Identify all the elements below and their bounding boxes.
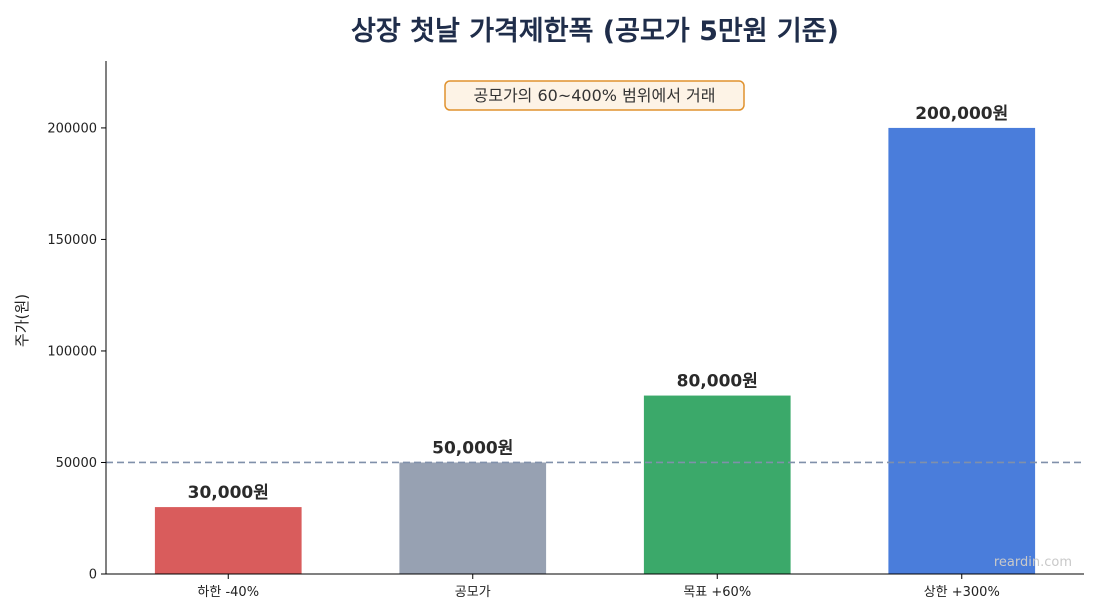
bar [888, 127, 1036, 575]
y-tick-label: 0 [89, 568, 97, 583]
bar [154, 507, 302, 574]
annotation-box [444, 80, 745, 111]
y-tick-label: 200000 [47, 121, 97, 136]
range-annotation: 공모가의 60~400% 범위에서 거래 [444, 80, 745, 111]
y-tick-label: 150000 [47, 233, 97, 248]
x-tick-label: 상한 +300% [924, 585, 1000, 600]
x-tick-label: 공모가 [455, 585, 491, 600]
bar-group [154, 127, 1036, 575]
x-tick-group: 하한 -40% 공모가 목표 +60% 상한 +300% [197, 574, 1000, 600]
bar-value-label: 30,000원 [188, 483, 269, 503]
chart-title: 상장 첫날 가격제한폭 (공모가 5만원 기준) [351, 16, 839, 47]
value-label-group: 30,000원 50,000원 80,000원 200,000원 [188, 104, 1009, 503]
bar-value-label: 200,000원 [915, 104, 1008, 124]
y-tick-label: 50000 [56, 456, 97, 471]
y-axis-label: 주가(원) [13, 294, 31, 347]
bar [399, 462, 547, 574]
annotation-text: 공모가의 60~400% 범위에서 거래 [474, 86, 716, 105]
watermark: reardin.com [994, 555, 1072, 570]
bar-value-label: 80,000원 [677, 372, 758, 392]
x-tick-label: 하한 -40% [197, 585, 259, 600]
x-tick-label: 목표 +60% [683, 585, 751, 600]
y-tick-group: 0 50000 100000 150000 200000 [47, 121, 106, 583]
bar [643, 395, 791, 574]
bar-value-label: 50,000원 [432, 438, 513, 458]
y-tick-label: 100000 [47, 344, 97, 359]
